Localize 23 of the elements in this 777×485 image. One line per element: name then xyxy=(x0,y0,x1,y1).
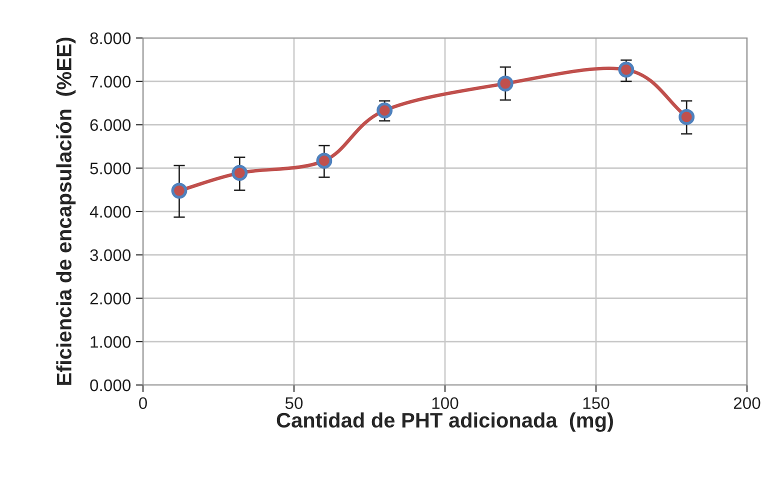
x-tick-label: 50 xyxy=(285,397,303,410)
point xyxy=(497,76,514,92)
y-tick-label: 0.000 xyxy=(90,379,131,392)
point xyxy=(678,108,695,125)
y-axis-title: Eficiencia de encapsulación (%EE) xyxy=(56,38,76,385)
x-tick-label: 200 xyxy=(734,397,760,410)
point xyxy=(618,62,634,78)
x-tick-label: 150 xyxy=(583,397,610,410)
y-tick-label: 2.000 xyxy=(90,292,131,304)
point xyxy=(232,164,248,181)
x-tick-label: 100 xyxy=(432,397,458,410)
y-tick-label: 6.000 xyxy=(90,119,131,131)
y-tick-label: 4.000 xyxy=(90,206,131,218)
y-tick-label: 8.000 xyxy=(90,32,131,44)
y-tick-label: 1.000 xyxy=(90,336,131,348)
point xyxy=(376,102,393,118)
point xyxy=(316,152,332,169)
y-tick-label: 7.000 xyxy=(90,76,131,88)
x-axis-title: Cantidad de PHT adicionada (mg) xyxy=(276,412,613,432)
point xyxy=(171,182,188,199)
y-tick-label: 3.000 xyxy=(90,249,131,262)
x-tick-label: 0 xyxy=(139,397,147,410)
y-tick-label: 5.000 xyxy=(90,162,131,174)
